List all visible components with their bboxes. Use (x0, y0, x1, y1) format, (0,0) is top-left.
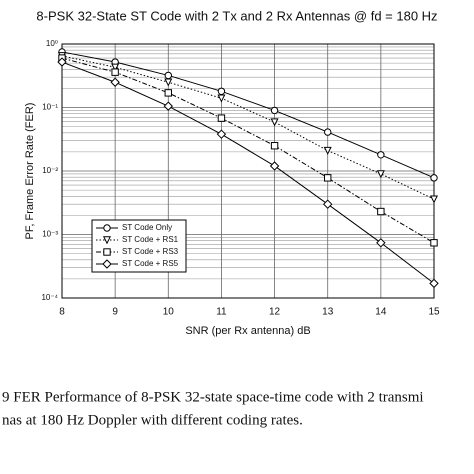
y-tick-label: 10⁻² (42, 166, 58, 175)
caption-line: nas at 180 Hz Doppler with different cod… (2, 412, 303, 428)
data-point (217, 87, 226, 95)
data-point (430, 174, 438, 182)
legend-label: ST Code Only (122, 223, 172, 232)
legend-marker (102, 236, 112, 245)
data-point (217, 114, 226, 122)
legend-marker (103, 224, 111, 232)
data-point (164, 89, 172, 97)
data-point (270, 118, 279, 127)
x-tick-label: 14 (375, 307, 387, 318)
data-point (164, 78, 173, 87)
data-point (216, 129, 227, 139)
data-point (217, 94, 226, 103)
legend-label: ST Code + RS1 (122, 235, 179, 244)
plot-frame (61, 43, 435, 299)
legend-marker (103, 248, 111, 256)
series-line (61, 55, 435, 200)
data-point (164, 71, 172, 80)
data-point (270, 142, 279, 150)
legend-label: ST Code + RS3 (122, 247, 179, 256)
series-line (61, 51, 435, 179)
data-point (324, 174, 332, 182)
data-point (110, 77, 120, 87)
x-tick-label: 15 (428, 307, 440, 318)
data-point (376, 238, 386, 248)
x-tick-label: 9 (112, 307, 118, 318)
data-point (111, 68, 119, 76)
legend-label: ST Code + RS5 (122, 259, 179, 268)
x-tick-label: 8 (59, 307, 65, 318)
caption-line: 9 FER Performance of 8-PSK 32-state spac… (2, 389, 424, 405)
data-point (269, 161, 280, 171)
data-point (57, 57, 67, 67)
data-point (377, 207, 385, 216)
data-point (377, 151, 385, 159)
y-tick-label: 10⁰ (46, 39, 58, 48)
chart-title: 8-PSK 32-State ST Code with 2 Tx and 2 R… (36, 8, 437, 23)
series-line (61, 57, 435, 244)
x-axis-label: SNR (per Rx antenna) dB (185, 325, 310, 337)
x-tick-label: 11 (216, 307, 227, 318)
x-tick-label: 12 (269, 307, 281, 318)
data-point (429, 195, 439, 204)
data-point (429, 278, 439, 289)
data-point (111, 63, 120, 72)
data-point (163, 101, 173, 111)
data-point (376, 170, 385, 179)
x-tick-label: 10 (163, 307, 175, 318)
data-point (323, 199, 333, 209)
y-axis-label: PF, Frame Error Rate (FER) (24, 103, 36, 240)
y-tick-label: 10⁻¹ (42, 103, 58, 112)
data-point (430, 239, 438, 247)
series-line (61, 61, 435, 284)
data-point (270, 106, 279, 115)
data-point (324, 128, 332, 136)
y-tick-label: 10⁻³ (42, 230, 58, 239)
legend-marker (102, 259, 112, 269)
data-point (323, 146, 332, 155)
x-tick-label: 13 (322, 307, 334, 318)
y-tick-label: 10⁻⁴ (41, 293, 58, 302)
